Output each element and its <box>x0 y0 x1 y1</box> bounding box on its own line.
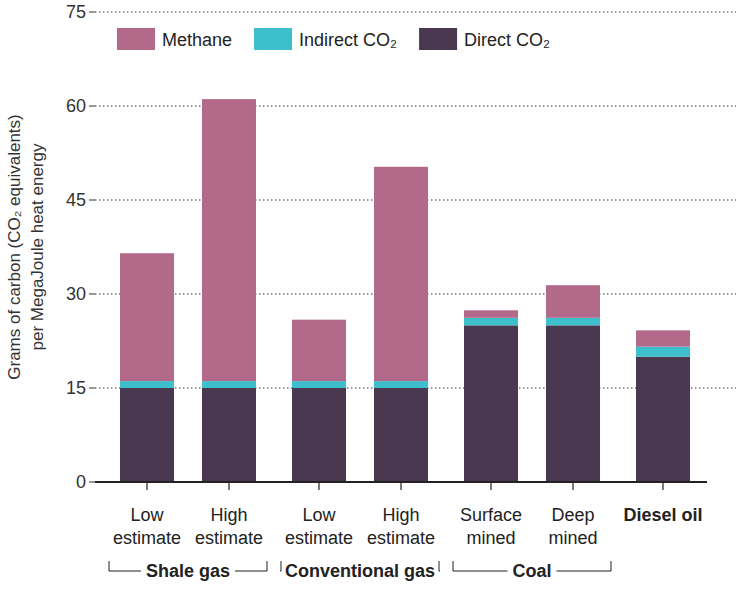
bar-segment <box>546 318 600 326</box>
bar-segment <box>292 381 346 388</box>
x-tick-label: Low estimate <box>113 505 181 548</box>
bar-segment <box>120 253 174 381</box>
bar-segment <box>464 310 518 318</box>
group-bracket <box>557 561 611 571</box>
x-tick-label-line: Surface <box>460 505 522 525</box>
x-tick-label-line: High <box>382 505 419 525</box>
legend: Methane Indirect CO₂ Direct CO₂ <box>117 28 550 50</box>
bar-segment <box>292 388 346 482</box>
x-tick-label: High estimate <box>195 505 263 548</box>
bar-segment <box>636 347 690 357</box>
bar-segment <box>464 325 518 482</box>
x-tick <box>490 482 491 490</box>
x-tick-label-line: Low <box>130 505 164 525</box>
x-tick <box>400 482 401 490</box>
bar-segment <box>546 325 600 482</box>
y-tick-label: 60 <box>66 96 86 116</box>
y-tick-label: 75 <box>66 2 86 22</box>
y-tick <box>89 294 95 295</box>
bar-segment <box>202 381 256 388</box>
y-tick-label: 45 <box>66 190 86 210</box>
x-tick-label-line: mined <box>548 528 597 548</box>
y-tick <box>89 388 95 389</box>
group-bracket <box>280 561 281 571</box>
y-tick-label: 30 <box>66 284 86 304</box>
x-tick-label-line: estimate <box>113 528 181 548</box>
bar-segment <box>546 285 600 318</box>
x-tick <box>572 482 573 490</box>
legend-label: Direct CO₂ <box>464 30 550 50</box>
y-tick <box>89 200 95 201</box>
group-bracket <box>109 561 141 571</box>
group-bracket <box>453 561 507 571</box>
y-tick-label: 15 <box>66 378 86 398</box>
x-tick <box>228 482 229 490</box>
group-label: Coal <box>512 561 551 581</box>
x-tick-label-line: Deep <box>551 505 594 525</box>
x-tick-label: Diesel oil <box>623 505 702 525</box>
bars <box>120 99 690 482</box>
x-tick-label-line: Low <box>302 505 336 525</box>
bar-segment <box>292 320 346 381</box>
y-axis-label: per MegaJoule heat energy <box>28 143 47 350</box>
bar-segment <box>374 167 428 381</box>
group-bracket <box>235 561 267 571</box>
x-tick <box>662 482 663 490</box>
group-label: Shale gas <box>146 561 230 581</box>
x-tick <box>146 482 147 490</box>
legend-swatch <box>254 28 292 50</box>
y-axis-label: Grams of carbon (CO₂ equivalents) <box>5 114 24 379</box>
legend-swatch <box>117 28 155 50</box>
x-tick-label: Low estimate <box>285 505 353 548</box>
bar-segment <box>636 330 690 346</box>
bar-segment <box>636 357 690 482</box>
y-tick <box>89 106 95 107</box>
y-tick-label: 0 <box>76 472 86 492</box>
x-tick-label: Surface mined <box>460 505 522 548</box>
x-tick-label: High estimate <box>367 505 435 548</box>
bar-segment <box>120 388 174 482</box>
y-tick <box>89 12 95 13</box>
legend-label: Methane <box>162 30 232 50</box>
group-label: Conventional gas <box>285 561 435 581</box>
x-tick-label-line: mined <box>466 528 515 548</box>
x-tick <box>318 482 319 490</box>
bar-segment <box>202 388 256 482</box>
x-tick-label: Deep mined <box>548 505 597 548</box>
bar-segment <box>202 99 256 381</box>
bar-segment <box>374 381 428 388</box>
bar-segment <box>120 381 174 388</box>
grid-line <box>95 11 736 12</box>
x-tick-label-line: High <box>210 505 247 525</box>
x-tick-label-line: estimate <box>195 528 263 548</box>
x-tick-label-line: estimate <box>367 528 435 548</box>
legend-swatch <box>419 28 457 50</box>
y-tick <box>89 482 95 483</box>
legend-label: Indirect CO₂ <box>299 30 397 50</box>
bar-segment <box>374 388 428 482</box>
group-bracket <box>439 561 440 571</box>
grid-line <box>95 105 736 106</box>
bar-segment <box>464 318 518 326</box>
x-tick-label-line: estimate <box>285 528 353 548</box>
chart-root: 0 15 30 45 60 75 Grams of carbon (CO₂ equivale… <box>0 0 736 598</box>
